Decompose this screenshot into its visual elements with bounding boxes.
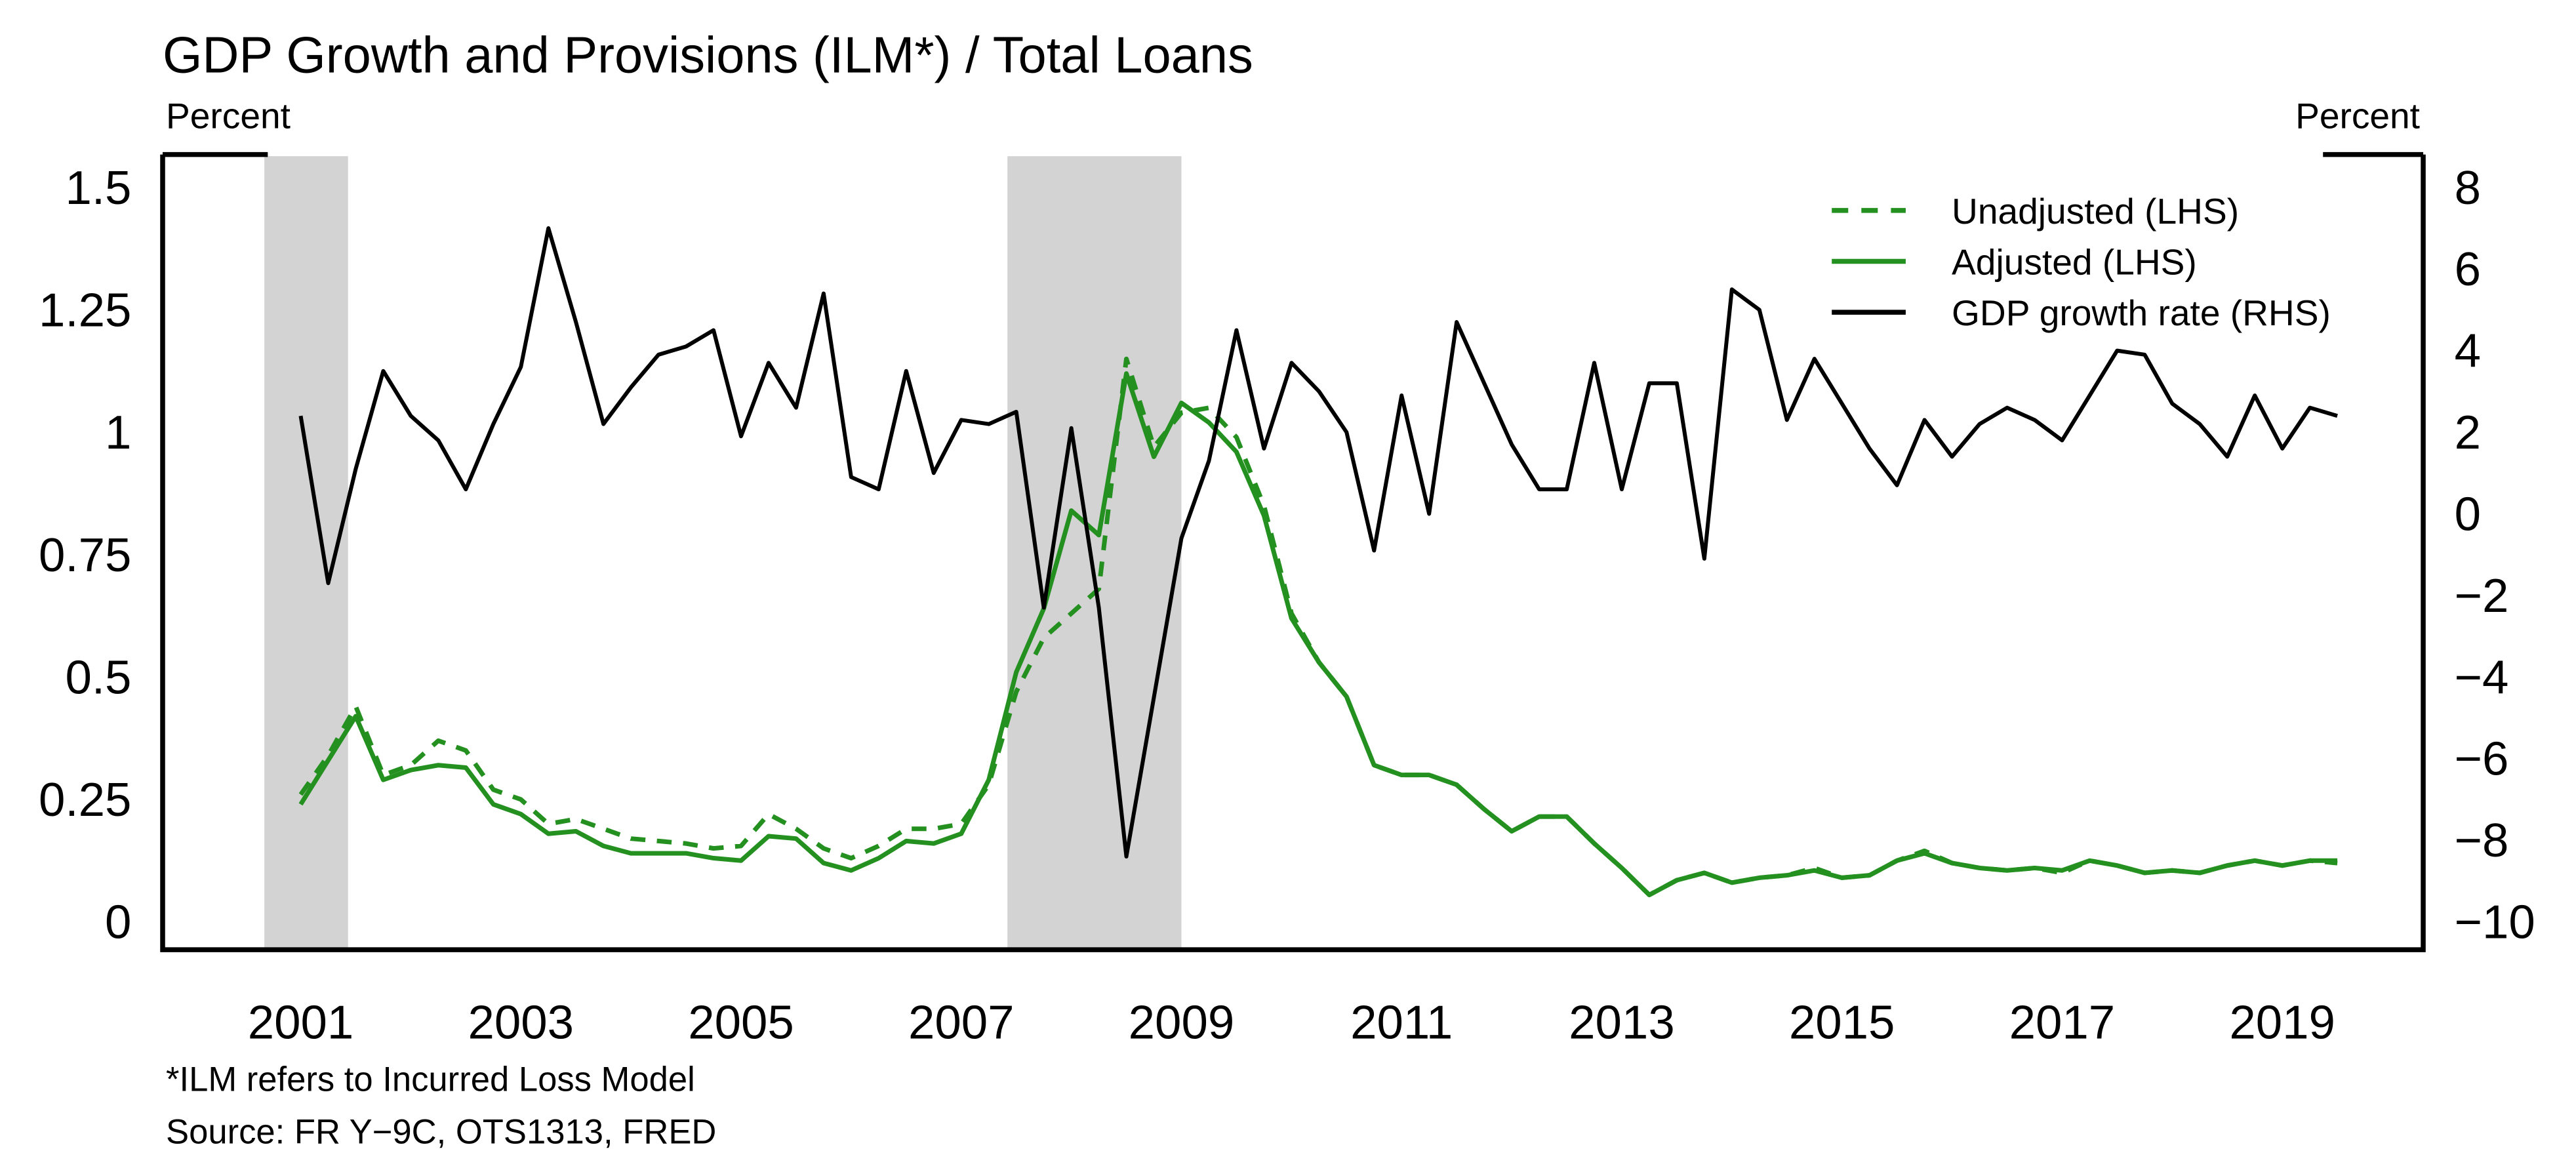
y2-tick-label: 0 xyxy=(2455,487,2481,540)
y2-tick-label: 8 xyxy=(2455,161,2481,214)
y-tick-label: 1.25 xyxy=(39,284,131,337)
source-note: Source: FR Y−9C, OTS1313, FRED xyxy=(166,1113,716,1152)
y-tick-label: 0 xyxy=(105,896,131,949)
legend-label: Adjusted (LHS) xyxy=(1952,242,2197,283)
series-line xyxy=(298,371,2338,898)
y-tick-label: 0.5 xyxy=(65,651,131,704)
series-line xyxy=(298,226,2338,858)
x-tick-label: 2003 xyxy=(468,996,574,1049)
legend-label: Unadjusted (LHS) xyxy=(1952,191,2239,232)
y2-axis-label: Percent xyxy=(2295,96,2420,136)
x-tick-label: 2015 xyxy=(1789,996,1895,1049)
y2-tick-label: 2 xyxy=(2455,406,2481,459)
legend-label: GDP growth rate (RHS) xyxy=(1952,292,2331,333)
y-axis-label: Percent xyxy=(166,96,291,136)
y-tick-label: 1.5 xyxy=(65,161,131,214)
y2-tick-label: 6 xyxy=(2455,243,2481,296)
footnote: *ILM refers to Incurred Loss Model xyxy=(166,1060,695,1099)
y2-tick-label: −10 xyxy=(2455,896,2535,949)
x-tick-label: 2011 xyxy=(1350,996,1453,1049)
y2-tick-label: 4 xyxy=(2455,325,2481,378)
x-tick-label: 2001 xyxy=(248,996,354,1049)
y2-tick-label: −2 xyxy=(2455,569,2509,622)
x-tick-label: 2019 xyxy=(2229,996,2335,1049)
y2-tick-label: −6 xyxy=(2455,733,2509,786)
x-tick-label: 2005 xyxy=(688,996,794,1049)
recession-shade xyxy=(1007,156,1182,950)
x-tick-label: 2007 xyxy=(908,996,1015,1049)
y2-tick-label: −8 xyxy=(2455,814,2509,867)
y-tick-label: 1 xyxy=(105,406,131,459)
y-tick-label: 0.25 xyxy=(39,773,131,826)
series-line xyxy=(298,356,2338,898)
axis-frame xyxy=(160,154,2426,952)
x-tick-label: 2009 xyxy=(1129,996,1235,1049)
y-tick-label: 0.75 xyxy=(39,529,131,582)
chart-title: GDP Growth and Provisions (ILM*) / Total… xyxy=(163,27,1253,83)
legend: Unadjusted (LHS) Adjusted (LHS) GDP growth… xyxy=(1832,191,2331,333)
x-tick-label: 2017 xyxy=(2009,996,2116,1049)
x-tick-label: 2013 xyxy=(1569,996,1675,1049)
y2-tick-label: −4 xyxy=(2455,651,2509,704)
